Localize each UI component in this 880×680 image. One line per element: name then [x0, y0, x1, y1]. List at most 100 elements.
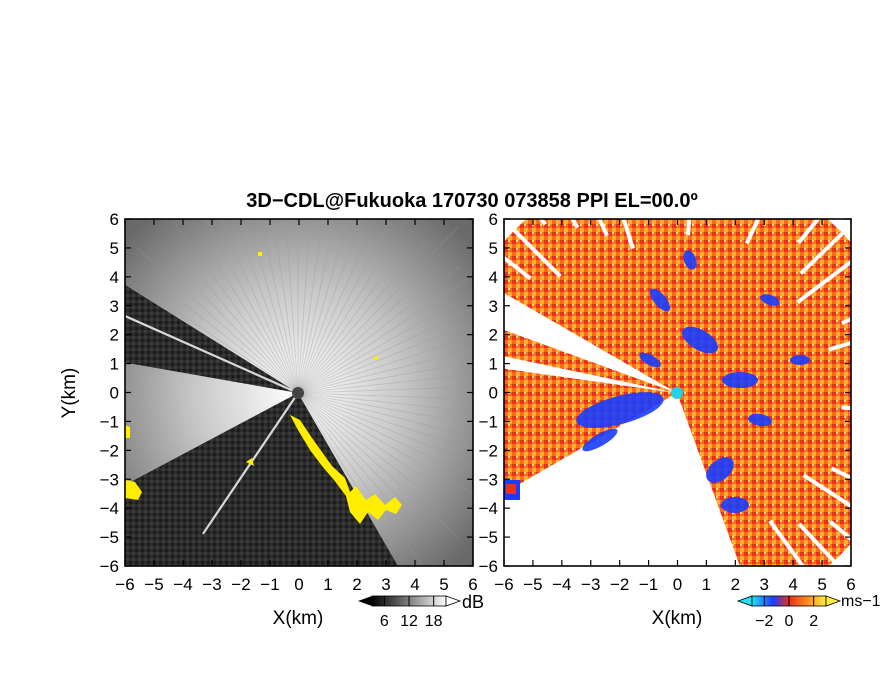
radial-streak	[297, 392, 459, 538]
y-tick-label: −5	[479, 528, 498, 547]
velocity-colorbar: −2 0 2 ms−1	[736, 593, 880, 630]
y-tick-label: 6	[110, 210, 119, 229]
radial-streak	[247, 219, 299, 394]
colorbar-tick-label: 0	[785, 613, 794, 630]
radial-streak	[205, 219, 299, 394]
radial-streak	[297, 221, 390, 394]
x-tick-label: 0	[673, 575, 682, 594]
y-tick-label: −4	[100, 499, 119, 518]
colorbar-tick-label: 12	[400, 613, 418, 630]
radial-streaks	[125, 219, 473, 566]
data-gap	[802, 473, 851, 509]
clutter-echo	[125, 252, 402, 524]
x-tick-label: −6	[494, 575, 513, 594]
y-tick-label: 5	[489, 239, 498, 258]
x-tick-label: 4	[410, 575, 419, 594]
x-tick-label: 3	[760, 575, 769, 594]
x-tick-label: −5	[523, 575, 542, 594]
radial-streak	[187, 278, 299, 394]
radial-streak	[297, 392, 464, 400]
radial-streak	[273, 219, 299, 394]
edge-echo	[506, 484, 516, 494]
negative-velocity-patch	[706, 457, 734, 483]
y-tick-label: −2	[100, 441, 119, 460]
y-tick-label: 6	[489, 210, 498, 229]
data-gap	[744, 219, 761, 245]
y-tick-label: 0	[489, 384, 498, 403]
left-x-axis-label: X(km)	[273, 608, 324, 629]
velocity-sector	[504, 330, 677, 393]
x-tick-label: 6	[846, 575, 855, 594]
y-tick-label: 3	[110, 297, 119, 316]
x-tick-label: −1	[260, 575, 279, 594]
y-tick-label: −4	[479, 499, 498, 518]
radial-streak	[297, 335, 473, 394]
radial-streak	[297, 307, 473, 394]
radial-streak	[297, 392, 473, 465]
x-tick-label: −6	[115, 575, 134, 594]
radial-streak	[260, 219, 299, 394]
y-tick-label: −1	[479, 412, 498, 431]
radial-streak	[297, 392, 421, 539]
data-gap	[859, 456, 880, 478]
y-tick-label: −6	[479, 557, 498, 576]
data-gap	[504, 255, 532, 281]
reflectivity-colorbar: 6 12 18 dB	[358, 592, 484, 630]
x-tick-label: −2	[610, 575, 629, 594]
colorbar-arrow-left	[358, 596, 372, 606]
x-tick-label: 0	[294, 575, 303, 594]
radial-streak	[297, 256, 398, 394]
radial-streak	[297, 392, 459, 472]
right-x-axis-label: X(km)	[652, 608, 703, 629]
radial-streak	[297, 392, 444, 507]
x-tick-label: −1	[639, 575, 658, 594]
x-tick-label: −3	[581, 575, 600, 594]
x-tick-label: 3	[381, 575, 390, 594]
data-gap	[734, 146, 757, 216]
colorbar-tick-label: 18	[425, 613, 443, 630]
colorbar-unit: ms−1	[841, 593, 880, 610]
radar-marker	[292, 387, 304, 399]
x-tick-label: 1	[702, 575, 711, 594]
x-tick-label: 5	[439, 575, 448, 594]
y-tick-label: −5	[100, 528, 119, 547]
negative-velocity-patch	[576, 392, 664, 428]
data-gap	[768, 519, 806, 566]
clutter-region	[125, 425, 130, 438]
radial-streak	[297, 392, 409, 508]
negative-velocity-patch	[582, 428, 618, 452]
colorbar-tick-label: 6	[380, 613, 389, 630]
y-tick-label: 2	[489, 326, 498, 345]
data-gap	[597, 219, 609, 237]
radial-streak	[297, 244, 365, 394]
radial-streak	[297, 219, 362, 394]
radial-streak	[297, 386, 473, 394]
y-tick-label: 3	[489, 297, 498, 316]
negative-velocity-patch	[683, 250, 697, 270]
clutter-region	[125, 480, 142, 500]
isolated-beam	[125, 314, 299, 395]
left-axes: −6 −5 −4 −3 −2 −1 0 1 2 3 4 5 6 6 5 4 3 2 1 0 −1 −2 −3 −4 −5 −6	[100, 210, 478, 594]
x-tick-label: 4	[788, 575, 797, 594]
y-tick-label: −1	[100, 412, 119, 431]
x-tick-label: −4	[552, 575, 571, 594]
radial-streak	[297, 219, 408, 394]
y-tick-label: 5	[110, 239, 119, 258]
x-tick-label: −4	[173, 575, 192, 594]
data-gap	[863, 384, 880, 387]
colorbar-arrow-right	[825, 595, 842, 607]
x-tick-label: 6	[468, 575, 477, 594]
negative-velocity-patches	[504, 250, 810, 513]
figure-title: 3D−CDL@Fukuoka 170730 073858 PPI EL=00.0…	[246, 190, 698, 212]
radial-streak	[297, 334, 441, 394]
colorbar-arrow-right	[445, 595, 462, 607]
radial-streak	[297, 265, 461, 394]
data-gap	[830, 466, 851, 481]
radial-streak	[297, 274, 473, 394]
negative-velocity-patch	[790, 355, 810, 365]
colorbar-tick-label: −2	[755, 613, 773, 630]
radial-streak	[297, 276, 428, 394]
